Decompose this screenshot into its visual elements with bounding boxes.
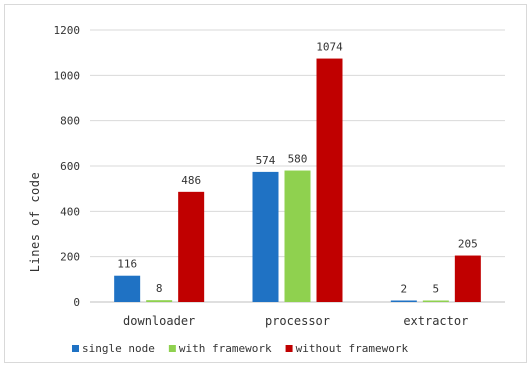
data-label: 116 [117, 258, 137, 271]
x-axis-categories: downloader processor extractor [123, 314, 468, 328]
bar [284, 170, 311, 302]
bars [114, 58, 481, 303]
y-tick-label: 0 [73, 296, 80, 309]
y-tick-label: 600 [60, 160, 80, 173]
data-label: 574 [256, 154, 276, 167]
legend-swatch [72, 345, 79, 352]
y-axis-ticks: 0 200 400 600 800 1000 1200 [54, 24, 81, 309]
legend-swatch [285, 345, 293, 352]
bar [252, 171, 279, 302]
data-label: 1074 [316, 41, 343, 54]
legend: single node with framework without framewo… [72, 342, 409, 355]
y-tick-label: 1000 [54, 69, 81, 82]
y-axis-title: Lines of code [28, 172, 42, 272]
y-tick-label: 1200 [54, 24, 81, 37]
data-label: 2 [401, 283, 408, 296]
x-category-label: downloader [123, 314, 195, 328]
chart-frame [4, 4, 527, 363]
bar [146, 300, 173, 302]
legend-label: with framework [179, 342, 272, 355]
bar [422, 300, 449, 302]
data-label: 486 [181, 174, 201, 187]
legend-label: without framework [296, 342, 409, 355]
bar [316, 58, 343, 303]
data-label: 8 [156, 282, 163, 295]
bar [114, 275, 141, 302]
data-label: 205 [458, 238, 478, 251]
y-tick-label: 200 [60, 251, 80, 264]
y-tick-label: 800 [60, 115, 80, 128]
legend-label: single node [82, 342, 155, 355]
bar [454, 255, 481, 302]
x-category-label: extractor [403, 314, 468, 328]
data-label: 580 [288, 153, 308, 166]
bar [178, 191, 205, 302]
y-tick-label: 400 [60, 205, 80, 218]
legend-swatch [168, 345, 176, 352]
data-labels: 116 8 486 574 580 1074 2 5 205 [117, 41, 478, 296]
data-label: 5 [433, 283, 440, 296]
x-category-label: processor [265, 314, 330, 328]
bar [390, 300, 417, 302]
